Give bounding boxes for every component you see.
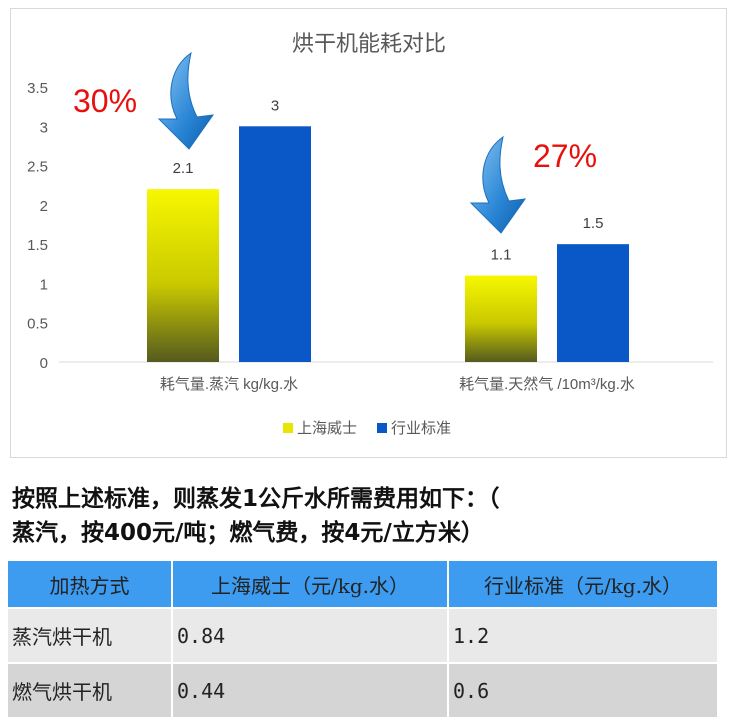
bar-shanghai-weishi — [465, 275, 537, 362]
x-category-label: 耗气量.天然气 /10m³/kg.水 — [459, 376, 635, 393]
y-tick-label: 2.5 — [27, 159, 48, 176]
down-arrow-icon — [157, 51, 215, 150]
bar-industry-standard — [557, 244, 629, 362]
y-tick-label: 1.5 — [27, 237, 48, 254]
bar-industry-standard — [239, 126, 311, 363]
header-industry-standard: 行业标准（元/kg.水） — [448, 561, 719, 608]
bar-data-label: 2.1 — [173, 160, 194, 177]
table-row: 蒸汽烘干机 0.84 1.2 — [8, 607, 719, 663]
bar-chart: 烘干机能耗对比 0 0.5 1 1.5 2 2.5 3 3.5 耗气量.蒸汽 kg/kg.水 2.1… — [27, 31, 713, 437]
table-header-row: 加热方式 上海威士（元/kg.水） 行业标准（元/kg.水） — [8, 561, 719, 608]
y-tick-label: 1 — [40, 276, 48, 293]
bar-shanghai-weishi — [147, 189, 219, 362]
header-heating-method: 加热方式 — [8, 561, 173, 608]
legend-label: 行业标准 — [391, 420, 451, 437]
annotation-30-percent: 30% — [73, 83, 137, 119]
table-row: 燃气烘干机 0.44 0.6 — [8, 662, 719, 717]
y-tick-label: 0 — [40, 355, 48, 372]
cost-table: 加热方式 上海威士（元/kg.水） 行业标准（元/kg.水） 蒸汽烘干机 0.8… — [8, 561, 719, 717]
cost-description: 按照上述标准，则蒸发1公斤水所需费用如下：（ 蒸汽，按400元/吨；燃气费，按4… — [12, 482, 727, 550]
table-cell-value: 1.2 — [448, 607, 719, 663]
y-tick-label: 3.5 — [27, 80, 48, 97]
description-line-1: 按照上述标准，则蒸发1公斤水所需费用如下：（ — [12, 486, 500, 512]
legend-swatch-industry-standard — [377, 423, 387, 433]
annotation-27-percent: 27% — [533, 138, 597, 174]
bar-data-label: 3 — [271, 97, 279, 114]
table-cell-value: 0.44 — [172, 662, 449, 717]
description-line-2: 蒸汽，按400元/吨；燃气费，按4元/立方米） — [12, 520, 484, 546]
down-arrow-icon — [469, 135, 527, 234]
legend-swatch-shanghai-weishi — [283, 423, 293, 433]
legend-label: 上海威士 — [297, 420, 357, 437]
chart-title: 烘干机能耗对比 — [292, 31, 446, 56]
table-cell-value: 0.84 — [172, 607, 449, 663]
bar-data-label: 1.5 — [583, 215, 604, 232]
table-cell-method: 蒸汽烘干机 — [8, 607, 173, 663]
y-tick-label: 2 — [40, 198, 48, 215]
table-cell-value: 0.6 — [448, 662, 719, 717]
header-shanghai-weishi: 上海威士（元/kg.水） — [172, 561, 449, 608]
table-cell-method: 燃气烘干机 — [8, 662, 173, 717]
y-tick-label: 0.5 — [27, 316, 48, 333]
bar-data-label: 1.1 — [491, 247, 512, 264]
chart-frame: 烘干机能耗对比 0 0.5 1 1.5 2 2.5 3 3.5 耗气量.蒸汽 kg/kg.水 2.1… — [10, 8, 727, 458]
y-tick-label: 3 — [40, 119, 48, 136]
x-category-label: 耗气量.蒸汽 kg/kg.水 — [160, 376, 298, 393]
